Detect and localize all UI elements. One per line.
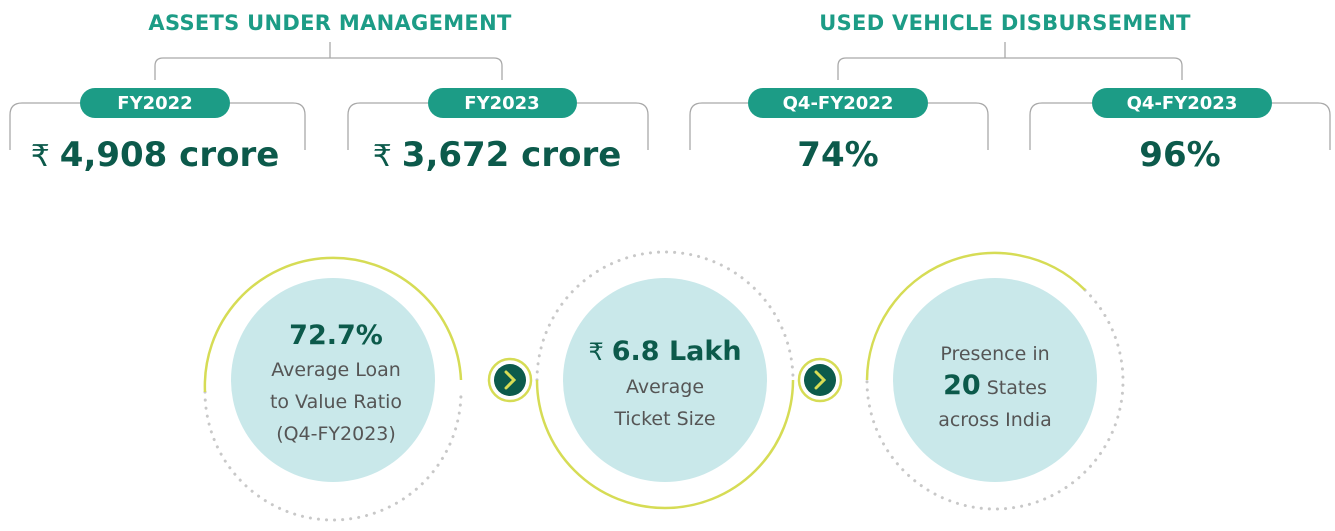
bracket: [689, 102, 989, 150]
currency: ₹: [588, 338, 603, 366]
metric-line: (Q4-FY2023): [276, 423, 396, 445]
arrow-icon: [487, 357, 533, 403]
metric-value: ₹6.8 Lakh: [588, 336, 741, 367]
circle: [231, 278, 435, 482]
currency: ₹: [31, 139, 50, 174]
ring-solid: [535, 379, 795, 510]
ring-dotted: [535, 250, 795, 382]
group-title: ASSETS UNDER MANAGEMENT: [148, 11, 512, 35]
group-title: USED VEHICLE DISBURSEMENT: [819, 11, 1191, 35]
value: 74%: [797, 135, 878, 175]
bracket: [154, 42, 503, 80]
metric-line: Presence in: [940, 343, 1049, 365]
ring-solid: [203, 256, 463, 393]
unit: States: [987, 377, 1047, 399]
amount: 3,672 crore: [402, 135, 622, 175]
metric-line: Ticket Size: [613, 408, 715, 430]
bracket: [9, 102, 306, 150]
bracket: [837, 42, 1183, 80]
circle: [893, 278, 1097, 482]
amount: 20: [943, 370, 981, 401]
metric-value: 72.7%: [289, 320, 383, 351]
metric-line: Average Loan: [271, 359, 401, 381]
ring-dotted: [865, 288, 1125, 511]
metric-value: 20 States: [943, 370, 1047, 401]
circle: [563, 278, 767, 482]
period-pill: [428, 88, 577, 118]
metric-line: to Value Ratio: [270, 391, 402, 413]
amount: 4,908 crore: [60, 135, 280, 175]
period: Q4-FY2023: [1127, 93, 1238, 114]
arrow-icon: [797, 357, 843, 403]
value: ₹4,908 crore: [31, 135, 280, 175]
period-pill: [80, 88, 230, 118]
period: FY2022: [117, 93, 192, 114]
bracket: [347, 102, 649, 150]
currency: ₹: [373, 139, 392, 174]
period-pill: [748, 88, 928, 118]
period: Q4-FY2022: [783, 93, 894, 114]
period-pill: [1092, 88, 1272, 118]
value: ₹3,672 crore: [373, 135, 622, 175]
period: FY2023: [464, 93, 539, 114]
ring-dotted: [203, 390, 463, 522]
amount: 6.8 Lakh: [612, 336, 742, 367]
metric-line: Average: [626, 376, 704, 398]
value: 96%: [1139, 135, 1220, 175]
bracket: [1029, 102, 1331, 150]
ring-solid: [865, 251, 1086, 381]
metric-line: across India: [938, 409, 1052, 431]
